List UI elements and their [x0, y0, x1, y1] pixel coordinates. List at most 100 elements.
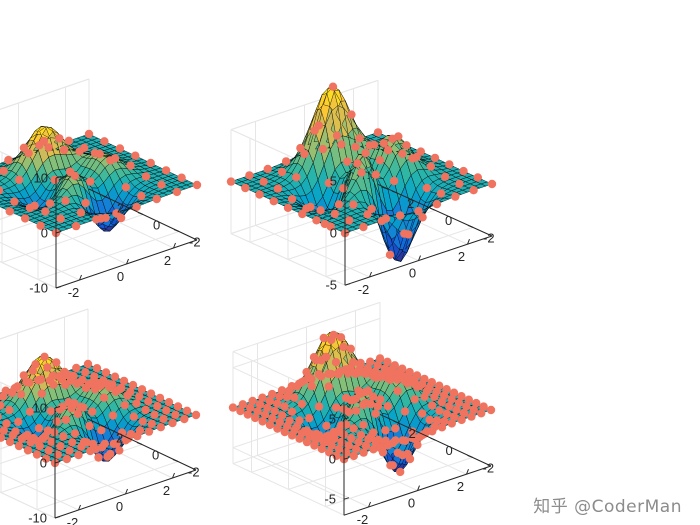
- data-marker: [366, 399, 375, 409]
- data-marker: [0, 426, 8, 435]
- data-marker: [45, 199, 55, 208]
- data-marker: [52, 417, 62, 426]
- data-marker: [287, 407, 297, 416]
- y-tick: [393, 420, 399, 424]
- y-tick: [136, 442, 143, 445]
- y-tick: [100, 425, 107, 428]
- data-marker: [141, 405, 150, 415]
- data-marker: [74, 450, 83, 460]
- data-marker: [90, 372, 99, 381]
- x-tick-label: -2: [357, 512, 369, 525]
- data-marker: [100, 137, 109, 146]
- data-marker: [68, 438, 77, 447]
- data-marker: [395, 211, 405, 220]
- data-marker: [39, 136, 49, 146]
- data-marker: [69, 371, 78, 381]
- data-marker: [306, 202, 315, 212]
- data-marker: [319, 333, 328, 343]
- data-marker: [388, 134, 397, 143]
- data-marker: [371, 409, 380, 418]
- data-marker: [265, 420, 275, 430]
- data-marker: [23, 446, 33, 455]
- y-tick-label: 0: [445, 213, 452, 228]
- z-tick: [55, 231, 62, 234]
- data-marker: [351, 406, 361, 415]
- data-marker: [459, 409, 469, 418]
- data-marker: [241, 183, 250, 193]
- axis-box-line: [0, 78, 90, 110]
- data-marker: [278, 411, 287, 420]
- data-marker: [141, 172, 151, 181]
- data-marker: [326, 369, 336, 379]
- data-marker: [353, 367, 363, 376]
- y-tick-label: -2: [188, 465, 200, 480]
- data-marker: [282, 392, 292, 402]
- data-marker: [101, 368, 111, 377]
- data-marker: [312, 429, 321, 439]
- data-marker: [11, 427, 20, 436]
- z-tick: [54, 406, 61, 409]
- z-tick: [343, 417, 350, 420]
- data-marker: [263, 164, 272, 174]
- data-marker: [82, 438, 92, 447]
- data-marker: [336, 333, 346, 342]
- data-marker: [388, 367, 397, 377]
- data-marker: [112, 439, 121, 448]
- data-marker: [58, 402, 67, 411]
- data-marker: [339, 342, 348, 352]
- wall-grid-line: [232, 317, 381, 369]
- data-marker: [287, 382, 296, 391]
- x-tick: [467, 239, 470, 245]
- data-marker: [353, 159, 362, 168]
- data-marker: [40, 352, 49, 361]
- data-marker: [325, 448, 334, 457]
- data-marker: [236, 406, 245, 416]
- data-marker: [132, 399, 141, 408]
- data-marker: [281, 157, 291, 166]
- data-marker: [55, 134, 64, 143]
- z-tick-label: 0: [41, 226, 48, 241]
- data-marker: [159, 414, 168, 424]
- data-marker: [467, 412, 476, 421]
- data-marker: [119, 376, 129, 386]
- data-marker: [337, 437, 346, 447]
- data-marker: [99, 376, 108, 385]
- y-tick-label: -2: [483, 460, 495, 475]
- data-marker: [47, 437, 56, 446]
- data-marker: [88, 407, 97, 416]
- x-tick: [125, 488, 128, 495]
- data-marker: [367, 204, 376, 214]
- data-marker: [137, 385, 147, 394]
- data-marker: [0, 433, 6, 442]
- data-marker: [14, 441, 24, 451]
- data-marker: [0, 401, 5, 410]
- data-marker: [0, 186, 4, 195]
- data-marker: [50, 428, 59, 437]
- x-tick: [417, 485, 420, 491]
- z-tick: [55, 176, 62, 179]
- z-tick: [54, 461, 61, 464]
- data-marker: [390, 361, 399, 370]
- z-tick-label: -5: [324, 492, 336, 507]
- data-marker: [423, 427, 432, 436]
- data-marker: [349, 424, 358, 433]
- data-marker: [324, 178, 334, 188]
- data-marker: [383, 357, 392, 366]
- z-tick-label: 5: [330, 174, 337, 189]
- data-marker: [368, 392, 378, 401]
- data-marker: [486, 405, 496, 415]
- data-marker: [24, 149, 33, 158]
- x-tick: [126, 258, 129, 265]
- data-marker: [110, 372, 120, 381]
- data-marker: [329, 427, 338, 437]
- data-marker: [34, 424, 44, 433]
- x-tick-label: 2: [163, 483, 170, 498]
- data-marker: [1, 386, 10, 395]
- data-marker: [171, 410, 180, 419]
- data-marker: [126, 429, 136, 439]
- data-marker: [445, 402, 454, 411]
- data-marker: [408, 427, 417, 436]
- data-marker: [349, 200, 358, 209]
- data-marker: [36, 375, 46, 384]
- data-marker: [76, 208, 86, 217]
